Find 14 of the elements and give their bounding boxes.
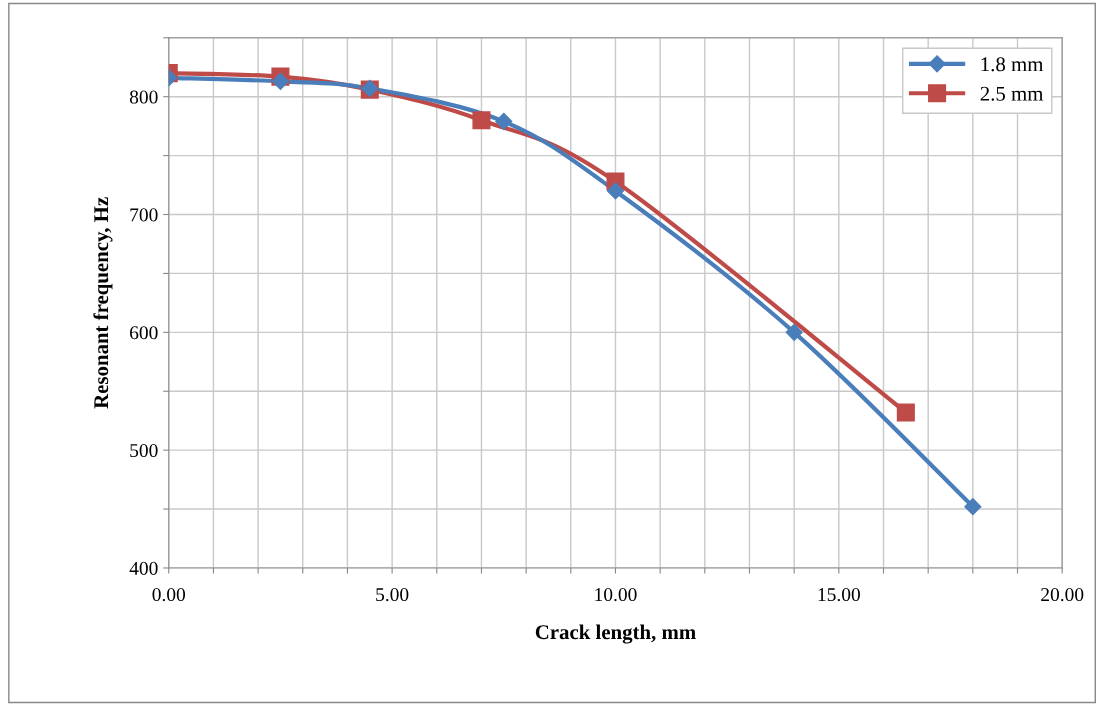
y-tick-label: 600: [130, 326, 158, 340]
y-tick-label: 400: [129, 561, 158, 575]
x-tick-label: 0.00: [152, 587, 186, 602]
x-tick-label: 20.00: [1041, 587, 1084, 602]
x-tick-label: 15.00: [818, 587, 860, 602]
y-axis-title: Resonant frequency, Hz: [93, 197, 113, 409]
x-tick-label: 5.00: [376, 587, 409, 602]
y-tick-label: 500: [130, 443, 158, 458]
x-tick-label: 10.00: [595, 587, 637, 602]
y-tick-label: 700: [130, 208, 158, 222]
x-axis-title: Crack length, mm: [535, 624, 696, 644]
y-tick-label: 800: [129, 90, 158, 104]
legend-label: 1.8 mm: [981, 57, 1044, 72]
legend-label: 2.5 mm: [980, 86, 1044, 101]
